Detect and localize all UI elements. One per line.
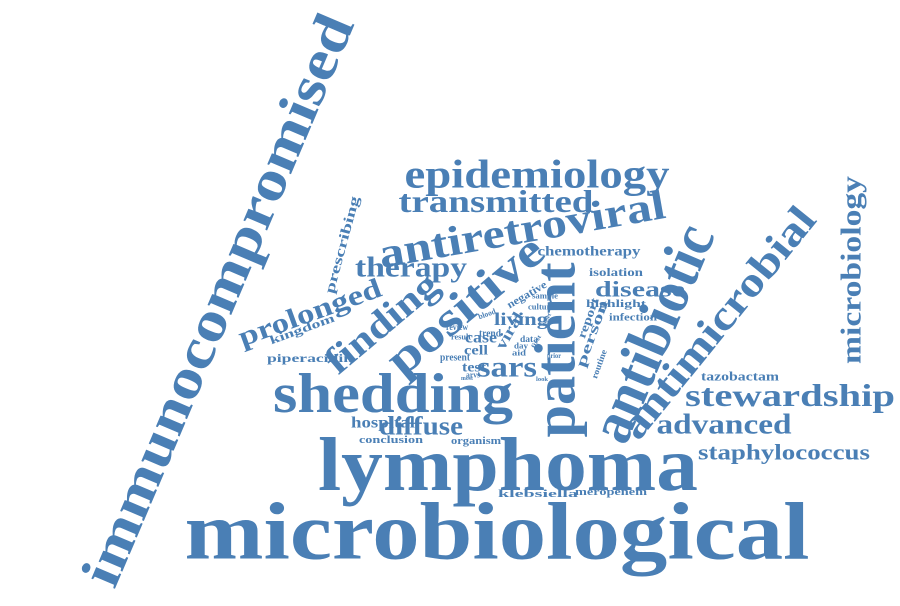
word-klebsiella: klebsiella (498, 488, 579, 500)
word-present: present (440, 353, 471, 364)
word-therapy: therapy (355, 253, 467, 284)
word-infection: infection (609, 313, 658, 324)
word-review: review (446, 322, 468, 332)
word-arvs: arvs (466, 371, 480, 380)
word-meropenem: meropenem (575, 486, 647, 498)
word-isolation: isolation (589, 265, 643, 279)
word-data: data (520, 334, 539, 344)
word-most: most (461, 376, 473, 382)
word-organism: organism (451, 435, 501, 447)
word-stewardship: stewardship (685, 377, 895, 413)
word-diffuse: diffuse (379, 412, 463, 441)
word-trend: trend (479, 329, 501, 340)
word-sample: sample (532, 292, 558, 301)
word-shedding: shedding (273, 363, 513, 425)
word-microbiology: microbiology (837, 176, 868, 364)
word-piperacillin: piperacillin (267, 351, 353, 365)
word-epidemiology: epidemiology (405, 152, 670, 197)
word-microbiological: microbiological (185, 486, 810, 577)
word-sars: sars (477, 351, 537, 384)
word-hospital: hospital (351, 415, 416, 432)
word-transmitted: transmitted (399, 183, 594, 219)
word-look: look (536, 377, 549, 383)
word-staphylococcus: staphylococcus (698, 440, 871, 465)
word-result: result (451, 333, 471, 342)
word-conclusion: conclusion (359, 434, 423, 446)
word-day: day (514, 342, 528, 351)
word-cell: cell (464, 344, 488, 359)
word-living: living (494, 309, 548, 329)
word-tazobactam: tazobactam (701, 369, 779, 384)
word-culture: culture (528, 303, 554, 312)
word-prior: prior (547, 352, 561, 360)
word-disease: disease (595, 277, 685, 302)
word-chemotherapy: chemotherapy (538, 245, 641, 260)
word-year: year (545, 364, 557, 370)
word-patient: patient (523, 262, 588, 438)
word-highlight: highlight (586, 298, 646, 310)
word-lymphoma: lymphoma (318, 423, 698, 507)
word-advanced: advanced (657, 410, 793, 441)
word-test: test (462, 361, 486, 376)
word-aid: aid (512, 349, 527, 358)
word-case: case (465, 330, 497, 347)
